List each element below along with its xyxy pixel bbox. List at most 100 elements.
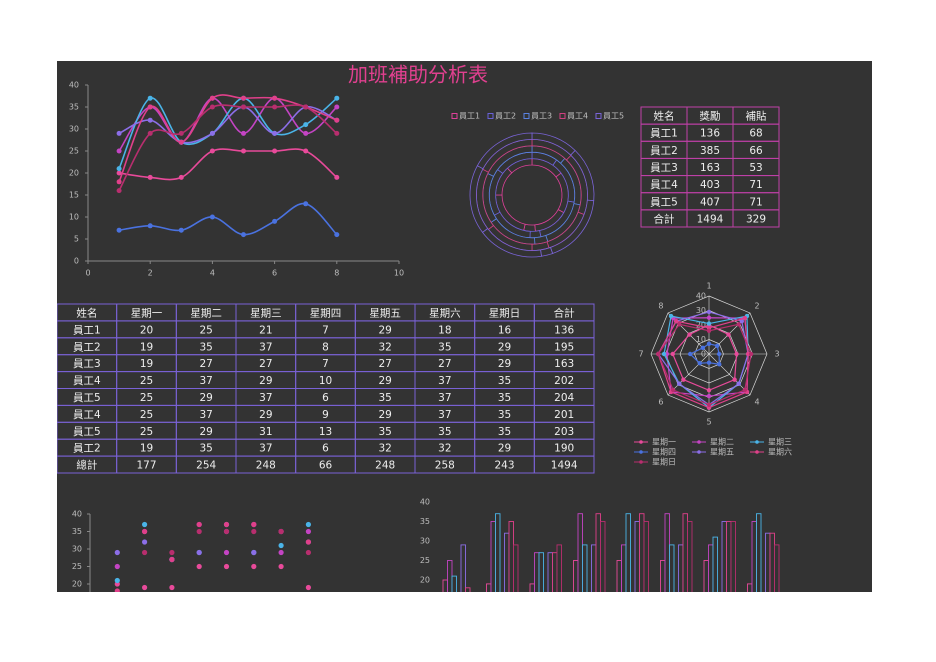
table-text: 202	[554, 375, 574, 387]
table-text: 19	[140, 443, 153, 455]
y-tick-label: 40	[72, 510, 82, 519]
radar-point	[706, 315, 712, 320]
line-point	[241, 232, 246, 238]
radar-point	[706, 360, 712, 365]
bar	[495, 513, 501, 592]
table-text: 27	[199, 358, 212, 370]
bar	[442, 579, 448, 592]
radar-point	[732, 377, 737, 382]
table-text: 248	[256, 460, 276, 472]
table-text: 254	[196, 460, 216, 472]
table-text: 19	[140, 341, 153, 353]
table-text: 員工4	[73, 375, 101, 387]
bar	[726, 521, 732, 592]
line-point	[334, 130, 340, 136]
bar	[457, 631, 462, 658]
y-tick-label: 20	[420, 576, 430, 585]
y-tick-label: 30	[420, 537, 430, 546]
radar-point	[668, 313, 674, 319]
legend-swatch	[487, 113, 494, 119]
summary-text: 71	[749, 196, 762, 208]
legend-label: 星期三	[768, 438, 792, 447]
table-text: 27	[378, 358, 391, 370]
radar-point	[706, 328, 712, 333]
bar	[643, 521, 649, 592]
line-point	[241, 130, 246, 136]
line-point	[334, 117, 340, 123]
line-point	[272, 95, 278, 101]
summary-text: 補貼	[746, 110, 767, 123]
radar-point	[739, 318, 745, 324]
line-point	[147, 95, 153, 101]
bar	[634, 521, 640, 592]
table-text: 190	[554, 443, 574, 455]
summary-text: 員工3	[650, 162, 678, 174]
line-point	[178, 174, 184, 180]
table-text: 星期五	[369, 307, 401, 319]
table-text: 35	[498, 375, 511, 387]
table-text: 10	[319, 375, 332, 387]
radar-point	[706, 309, 712, 315]
scatter-point	[142, 584, 148, 591]
x-tick-label: 10	[394, 269, 404, 278]
line-point	[272, 148, 278, 154]
line-series	[118, 202, 338, 236]
summary-text: 66	[749, 145, 763, 157]
bar	[513, 544, 519, 592]
scatter-point	[114, 577, 120, 584]
table-text: 37	[438, 392, 451, 404]
radar-point	[700, 345, 706, 351]
table-text: 員工2	[73, 341, 101, 353]
bar	[577, 513, 583, 592]
table-text: 星期三	[250, 307, 282, 319]
legend-label: 員工4	[567, 112, 588, 121]
line-point	[209, 95, 215, 101]
legend-dot	[639, 460, 643, 464]
line-series	[118, 106, 338, 144]
x-tick-label: 4	[210, 269, 215, 278]
summary-text: 員工4	[650, 179, 678, 191]
bar	[718, 607, 723, 658]
line-point	[147, 174, 153, 180]
radar-category: 2	[755, 301, 760, 310]
table-text: 29	[378, 324, 391, 336]
x-tick-label: 8	[334, 269, 339, 278]
y-tick-label: 30	[72, 545, 82, 554]
line-point	[116, 227, 122, 233]
bar	[660, 560, 666, 592]
bar	[447, 560, 453, 592]
table-text: 163	[554, 358, 574, 370]
summary-text: 71	[749, 179, 762, 191]
table-text: 13	[319, 426, 332, 438]
bar	[486, 583, 492, 592]
bar	[451, 575, 457, 592]
scatter-point	[306, 630, 311, 635]
table-text: 136	[554, 324, 574, 336]
y-tick-label: 5	[74, 235, 79, 244]
summary-text: 員工5	[650, 196, 678, 208]
radar-point	[716, 351, 722, 357]
bar	[669, 544, 675, 592]
bar	[708, 544, 714, 592]
summary-text: 合計	[654, 212, 675, 225]
y-tick-label: 35	[420, 517, 430, 526]
radar-point	[673, 318, 679, 324]
legend-label: 星期一	[652, 438, 676, 447]
bar	[538, 552, 544, 592]
table-text: 29	[498, 358, 511, 370]
table-text: 195	[554, 341, 574, 353]
table-text: 32	[378, 443, 391, 455]
table-text: 1494	[551, 460, 578, 472]
bar	[600, 521, 606, 592]
bar	[756, 513, 762, 592]
line-point	[209, 214, 215, 220]
radar-category: 5	[706, 418, 711, 427]
table-text: 星期四	[310, 307, 342, 319]
line-point	[303, 148, 309, 154]
bar	[687, 521, 693, 592]
table-text: 25	[140, 392, 153, 404]
table-text: 35	[498, 392, 511, 404]
table-text: 37	[199, 375, 212, 387]
table-text: 37	[438, 375, 451, 387]
line-point	[334, 95, 340, 101]
